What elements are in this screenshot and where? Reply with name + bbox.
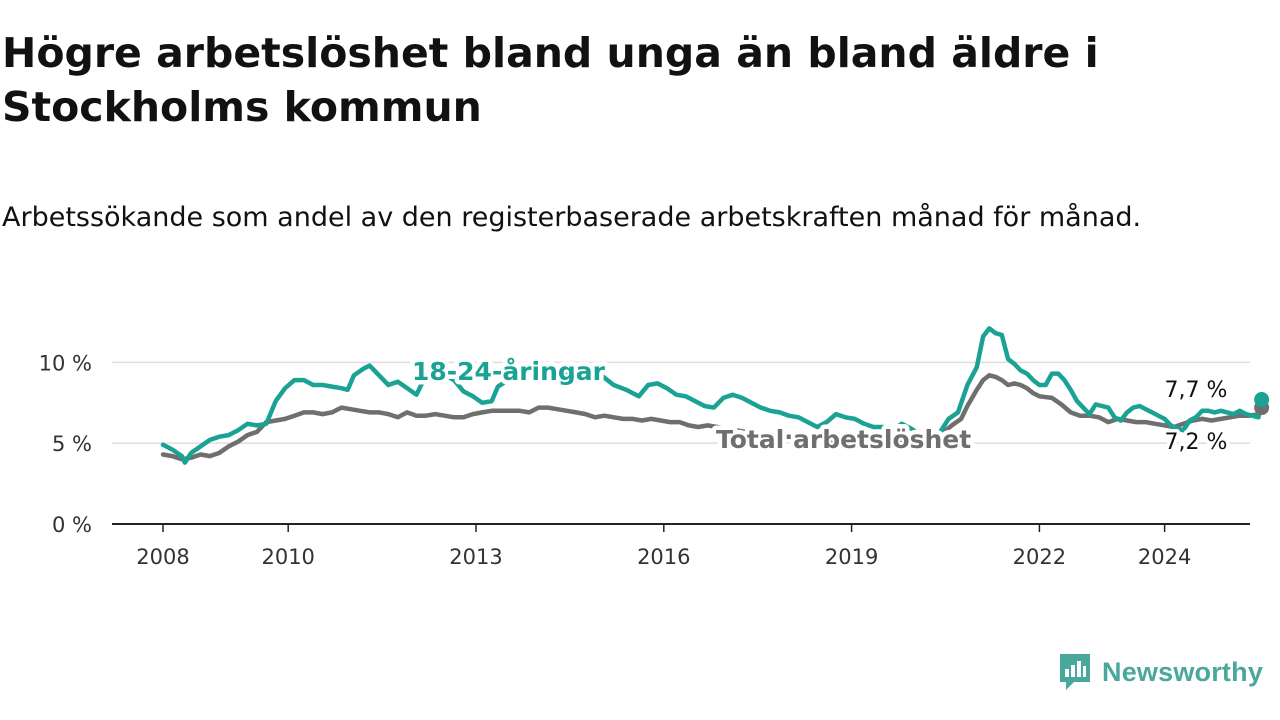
brand[interactable]: Newsworthy	[1058, 652, 1263, 692]
x-tick-label: 2019	[825, 545, 878, 569]
end-dot-youth	[1254, 392, 1270, 408]
end-value-youth: 7,7 %	[1165, 378, 1228, 403]
x-tick-label: 2013	[449, 545, 502, 569]
newsworthy-logo-icon	[1060, 654, 1090, 690]
x-tick-label: 2022	[1013, 545, 1066, 569]
y-tick-label: 5 %	[52, 432, 92, 456]
series-line-total	[160, 373, 1264, 462]
x-tick-label: 2016	[637, 545, 690, 569]
x-tick-label: 2024	[1138, 545, 1191, 569]
end-value-youth-halo: 7,7 %	[1165, 378, 1228, 403]
series-label-total-halo: Total arbetslöshet	[716, 425, 971, 454]
line-chart: 0 % 5 % 10 % 2008 2010 2013 2016 2019 2022 2024 1…	[39, 326, 1270, 569]
y-tick-label: 0 %	[52, 513, 92, 537]
end-value-total: 7,2 %	[1165, 430, 1228, 455]
brand-name: Newsworthy	[1102, 656, 1264, 687]
x-tick-label: 2008	[136, 545, 189, 569]
series-label-total: Total arbetslöshet	[716, 425, 971, 454]
series-label-youth-halo: 18-24-åringar	[412, 357, 606, 386]
series-layer	[160, 326, 1270, 465]
x-tick-label: 2010	[261, 545, 314, 569]
series-label-youth: 18-24-åringar	[412, 357, 606, 386]
grid-lines	[112, 361, 1250, 444]
end-value-total-halo: 7,2 %	[1165, 430, 1228, 455]
y-tick-label: 10 %	[39, 351, 92, 375]
chart-title: Högre arbetslöshet bland unga än bland ä…	[2, 29, 1099, 131]
chart-subtitle: Arbetssökande som andel av den registerb…	[2, 202, 1142, 233]
series-line-youth	[160, 326, 1264, 465]
axes: 0 % 5 % 10 % 2008 2010 2013 2016 2019 2022 2024	[39, 351, 1250, 569]
